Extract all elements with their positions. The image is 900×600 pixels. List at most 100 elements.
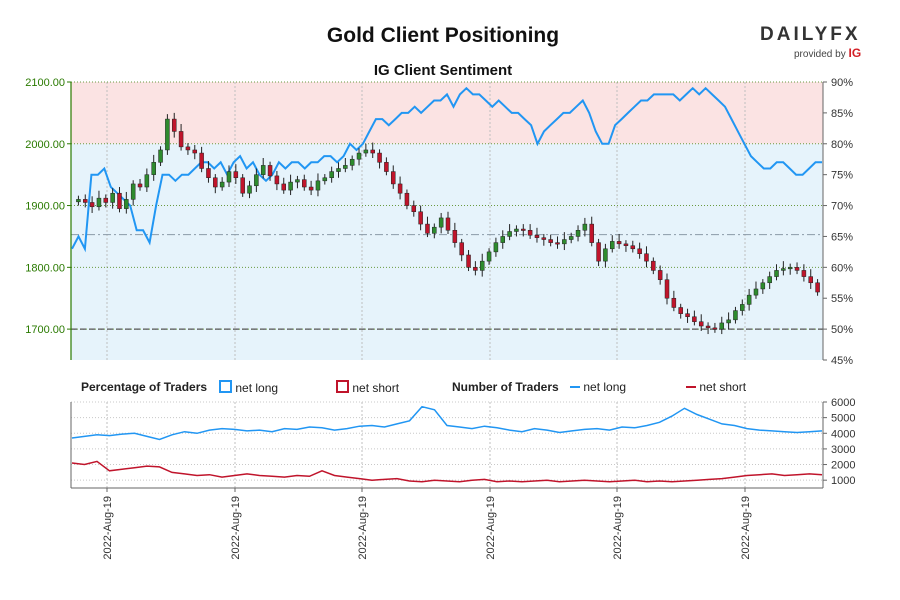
candle-body xyxy=(712,327,718,330)
candle-body xyxy=(534,234,540,238)
candle-body xyxy=(781,268,786,271)
legend-pct-short: net short xyxy=(336,380,399,395)
candle-body xyxy=(83,199,88,203)
candle-body xyxy=(767,276,772,284)
pct-tick-label: 70% xyxy=(831,201,853,213)
candle-body xyxy=(630,245,636,250)
traders-tick-label: 3000 xyxy=(831,444,855,456)
candle-body xyxy=(124,199,129,209)
candle-body xyxy=(582,223,588,231)
candle-body xyxy=(103,197,109,203)
candle-body xyxy=(500,236,506,243)
candle-body xyxy=(623,243,629,246)
candle-body xyxy=(343,165,348,169)
legend-num-short-label: net short xyxy=(699,380,747,394)
candle-body xyxy=(411,205,417,212)
legend-num-short: net short xyxy=(686,380,746,394)
traders-tick-label: 1000 xyxy=(831,475,855,487)
short-line-icon xyxy=(686,386,696,388)
legend-num-title: Number of Traders xyxy=(452,380,559,394)
candle-body xyxy=(568,236,574,240)
traders-tick-label: 4000 xyxy=(831,428,855,440)
short-square-icon xyxy=(336,380,349,393)
candle-body xyxy=(801,270,807,277)
candle-body xyxy=(644,253,649,262)
traders-tick-label: 5000 xyxy=(831,413,855,425)
candle-body xyxy=(774,270,779,277)
x-tick-label: 2022-Aug-19 xyxy=(740,496,752,560)
candle-body xyxy=(397,183,403,194)
candle-body xyxy=(466,254,471,268)
candle-body xyxy=(562,239,567,245)
long-line-icon xyxy=(570,386,580,388)
candle-body xyxy=(247,185,252,194)
candle-body xyxy=(349,158,355,166)
candle-body xyxy=(794,267,800,271)
dailyfx-logo-text: DAILYFX xyxy=(760,24,861,45)
candle-body xyxy=(473,267,478,271)
legend-pct-long-label: net long xyxy=(235,381,279,395)
traders-tick-label: 2000 xyxy=(831,460,855,472)
pct-tick-label: 50% xyxy=(831,324,853,336)
pct-tick-label: 80% xyxy=(831,139,853,151)
candle-body xyxy=(787,267,793,270)
candle-body xyxy=(213,177,218,188)
candle-body xyxy=(445,217,451,231)
candle-body xyxy=(719,322,725,330)
candle-body xyxy=(521,228,526,231)
candle-body xyxy=(432,226,437,234)
candle-body xyxy=(370,149,375,154)
candle-body xyxy=(117,192,122,209)
candle-body xyxy=(302,179,307,188)
provided-by-text: provided by xyxy=(794,49,846,60)
pct-tick-label: 55% xyxy=(831,293,853,305)
candle-body xyxy=(692,316,697,322)
traders-tick-label: 6000 xyxy=(831,397,855,409)
candle-body xyxy=(219,181,225,188)
candle-body xyxy=(322,177,328,182)
candle-body xyxy=(363,149,369,154)
legend-pct-short-label: net short xyxy=(352,381,400,395)
candle-body xyxy=(705,325,711,329)
candle-body xyxy=(527,230,533,236)
candle-body xyxy=(274,175,280,185)
candle-body xyxy=(610,241,615,250)
candle-body xyxy=(329,171,334,179)
legend-num-long-label: net long xyxy=(583,380,627,394)
x-tick-label: 2022-Aug-19 xyxy=(357,496,369,560)
candle-body xyxy=(185,146,191,151)
pct-tick-label: 60% xyxy=(831,262,853,274)
candle-body xyxy=(733,310,738,321)
candle-body xyxy=(815,282,820,293)
candle-body xyxy=(130,183,136,200)
candle-body xyxy=(486,251,492,262)
pct-tick-label: 85% xyxy=(831,108,853,120)
candle-body xyxy=(151,162,156,175)
candle-body xyxy=(308,186,314,191)
candle-body xyxy=(726,319,731,324)
candle-body xyxy=(575,230,581,237)
candle-body xyxy=(336,168,341,172)
x-tick-label: 2022-Aug-19 xyxy=(485,496,497,560)
long-zone-band xyxy=(71,143,823,360)
candle-body xyxy=(96,197,102,208)
price-tick-label: 1900.00 xyxy=(25,201,65,213)
candle-body xyxy=(267,165,273,177)
pct-tick-label: 90% xyxy=(831,77,853,89)
candle-body xyxy=(746,294,752,305)
candle-body xyxy=(541,237,547,240)
price-tick-label: 2100.00 xyxy=(25,77,65,89)
candle-body xyxy=(144,174,150,188)
candle-body xyxy=(808,276,813,284)
pct-tick-label: 45% xyxy=(831,355,853,367)
legend: Percentage of Traders net long net short… xyxy=(0,380,900,396)
candle-body xyxy=(678,307,683,314)
chart-subtitle: IG Client Sentiment xyxy=(373,62,513,79)
candle-body xyxy=(158,149,163,163)
candle-body xyxy=(390,171,396,185)
candle-body xyxy=(753,288,759,296)
chart-title: Gold Client Positioning xyxy=(326,24,560,47)
candle-body xyxy=(740,304,745,311)
candle-body xyxy=(507,231,512,237)
candle-body xyxy=(698,321,704,327)
